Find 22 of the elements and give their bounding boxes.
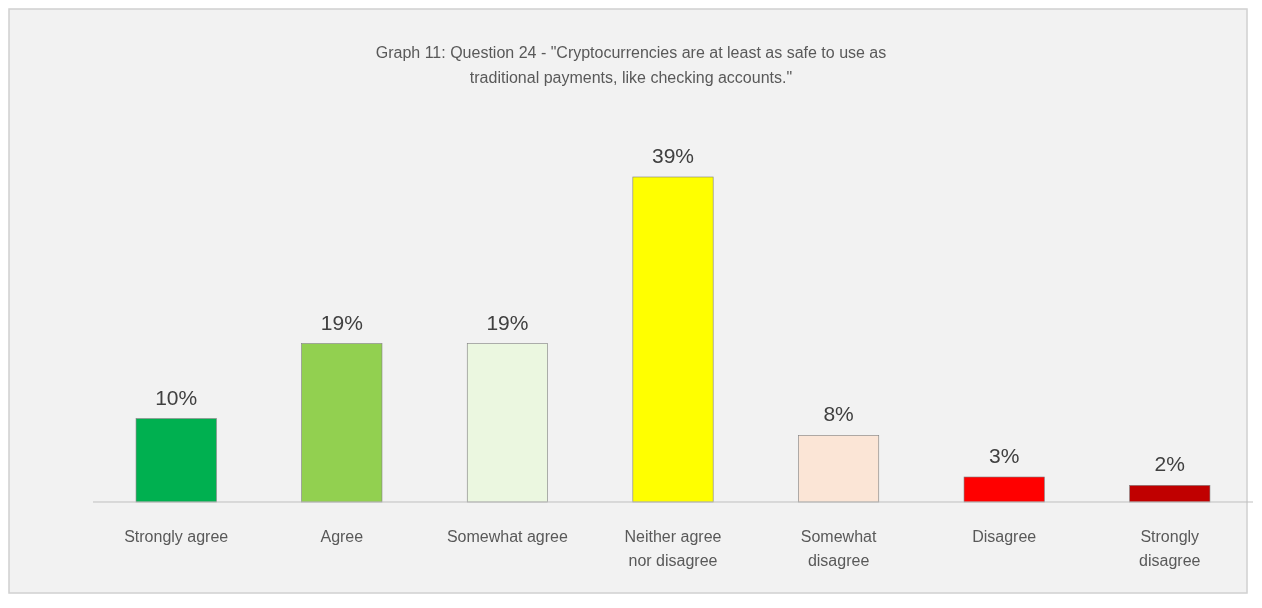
x-tick-label: Somewhat agree [446,528,568,545]
bar [798,435,880,503]
bar [1129,485,1211,503]
data-label: 19% [486,310,529,334]
bar [632,176,714,503]
data-label: 2% [1154,452,1185,476]
x-tick-label: Disagree [972,528,1037,545]
data-label: 3% [989,444,1020,467]
x-tick-label: Strongly agree [124,528,229,545]
x-tick-label: Strongly disagree [1139,528,1201,569]
x-tick-label: Somewhat disagree [800,528,877,569]
bar [466,343,548,503]
bar [963,476,1045,503]
data-label: 8% [823,402,854,426]
x-tick-label: Agree [320,528,364,545]
bar [135,418,217,503]
data-label: 10% [155,385,198,409]
data-label: 19% [320,310,363,334]
data-label: 39% [651,144,695,167]
x-tick-label: Neither agree nor disagree [624,528,722,569]
bar [301,343,383,503]
chart-title: Graph 11: Question 24 - "Cryptocurrencies are at least as safe to use as traditional payments, like checking accounts." [375,44,887,86]
